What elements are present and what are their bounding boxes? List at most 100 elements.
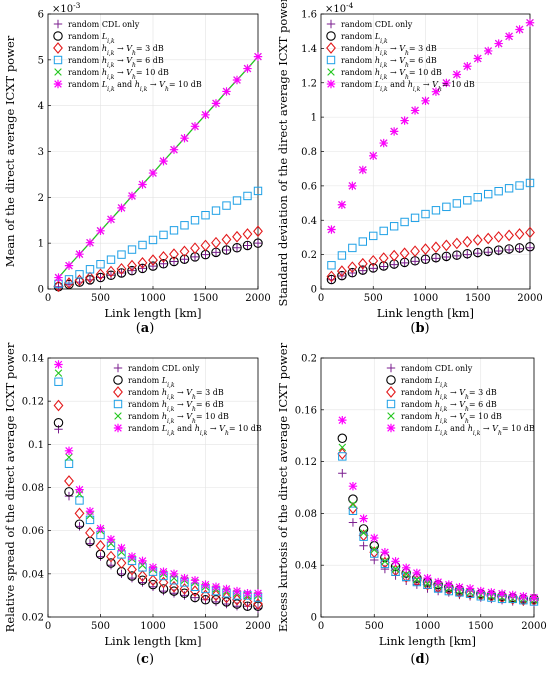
data-point-h6 <box>190 216 200 225</box>
data-point-h6 <box>75 270 84 279</box>
legend-label-part: h <box>162 400 167 409</box>
legend-label-part: i,k <box>440 394 448 401</box>
data-point-h3 <box>232 593 242 606</box>
data-point-h3 <box>401 570 412 583</box>
legend-label-part: i,k <box>167 418 175 425</box>
data-point-h6 <box>421 209 430 219</box>
legend-label-part: i,k <box>380 50 388 57</box>
legend-marker-L <box>386 375 396 385</box>
data-point-Lh10 <box>222 584 231 594</box>
y-tick-label: 0.02 <box>22 613 44 624</box>
data-point-Lh10 <box>243 64 252 73</box>
data-point-Lh10 <box>358 165 367 175</box>
data-point-Lh10 <box>455 583 464 592</box>
legend-label: random CDL only <box>128 364 200 373</box>
data-point-cdl <box>473 249 482 258</box>
legend-label-part: random <box>68 68 102 77</box>
data-point-Lh10 <box>473 54 482 63</box>
data-point-L <box>242 601 253 611</box>
data-point-h3 <box>389 249 400 262</box>
x-tick-label: 0 <box>318 621 324 632</box>
y-tick-label: 3 <box>38 147 44 158</box>
series-L <box>53 417 263 611</box>
legend-label-part: random <box>341 68 375 77</box>
legend-label-part: V <box>399 56 406 65</box>
data-point-cdl <box>232 602 242 611</box>
series-L <box>326 241 535 285</box>
data-point-h3 <box>410 245 420 258</box>
data-point-h3 <box>179 245 190 258</box>
data-point-Lh10 <box>64 446 74 456</box>
legend-label-part: and <box>448 424 468 433</box>
legend-label-part: V <box>126 56 133 65</box>
legend-label: random Li,k and hi,k → Vh= 10 dB <box>401 424 535 437</box>
x-tick-label: 0 <box>45 293 51 304</box>
data-point-Lh10 <box>380 548 390 557</box>
legend-label-part: h <box>192 394 196 401</box>
legend-label: random CDL only <box>341 20 413 29</box>
series-Lh10 <box>338 415 539 602</box>
legend-label-part: h <box>192 406 196 413</box>
legend-label-part: V <box>126 44 133 53</box>
data-point-h10 <box>370 545 378 554</box>
legend-label-part: V <box>399 68 406 77</box>
legend-label-part: h <box>465 406 469 413</box>
data-point-Lh10 <box>515 25 524 34</box>
legend-label-part: random CDL only <box>341 20 413 29</box>
legend-label-part: random <box>128 424 162 433</box>
data-point-h6 <box>180 221 189 230</box>
legend-label-part: i,k <box>200 430 208 437</box>
legend-label-part: → <box>387 68 399 77</box>
y-tick-label: 1 <box>311 113 317 124</box>
data-point-L <box>116 268 127 278</box>
data-point-h3 <box>253 598 263 610</box>
legend-label-part: and <box>115 80 135 89</box>
data-point-cdl <box>400 258 409 268</box>
data-point-h6 <box>391 567 400 576</box>
legend-label: random Li,k <box>401 376 448 389</box>
data-point-Lh10 <box>327 225 336 234</box>
data-point-h3 <box>64 475 74 487</box>
legend-label-part: V <box>186 388 193 397</box>
legend-label-part: i,k <box>440 418 448 425</box>
legend-label-part: L <box>374 80 380 89</box>
legend-label-part: L <box>374 32 380 41</box>
data-point-L <box>337 270 347 281</box>
y-axis-label: Mean of the direct average ICXT power <box>3 35 17 267</box>
legend-label: random Li,k and hi,k → Vh= 10 dB <box>68 80 202 93</box>
legend-label-part: h <box>375 44 380 53</box>
series-Lh10 <box>54 52 263 282</box>
data-point-L <box>137 263 148 274</box>
legend-label-part: i,k <box>140 86 148 93</box>
data-point-h6 <box>348 506 358 516</box>
data-point-h6 <box>338 452 347 461</box>
legend-label-part: h <box>375 56 380 65</box>
data-point-cdl <box>190 252 200 262</box>
legend-marker-L <box>53 31 63 41</box>
data-point-L <box>179 588 190 599</box>
data-point-L <box>53 417 64 428</box>
data-point-h3 <box>85 271 95 284</box>
x-tick-label: 1500 <box>193 293 218 304</box>
data-point-Lh10 <box>529 593 539 602</box>
legend-marker-h3 <box>53 42 63 54</box>
data-point-Lh10 <box>431 87 441 96</box>
legend-label: random Li,k <box>128 376 175 389</box>
data-point-h6 <box>127 245 137 254</box>
data-point-cdl <box>75 522 84 531</box>
legend-label-part: = 3 dB <box>409 44 437 53</box>
legend-label-part: → <box>420 80 432 89</box>
legend-label-part: i,k <box>380 86 388 93</box>
data-point-h10 <box>338 443 347 452</box>
data-point-cdl <box>169 589 179 598</box>
data-point-cdl <box>190 593 200 602</box>
legend-label-part: h <box>102 56 107 65</box>
legend-label: random hi,k → Vh= 10 dB <box>128 412 229 425</box>
data-point-h6 <box>504 184 514 193</box>
legend-label-part: h <box>135 80 140 89</box>
data-point-h3 <box>431 241 441 254</box>
legend-label-part: random <box>68 80 102 89</box>
legend-label-part: random <box>128 376 162 385</box>
data-point-cdl <box>421 255 430 264</box>
